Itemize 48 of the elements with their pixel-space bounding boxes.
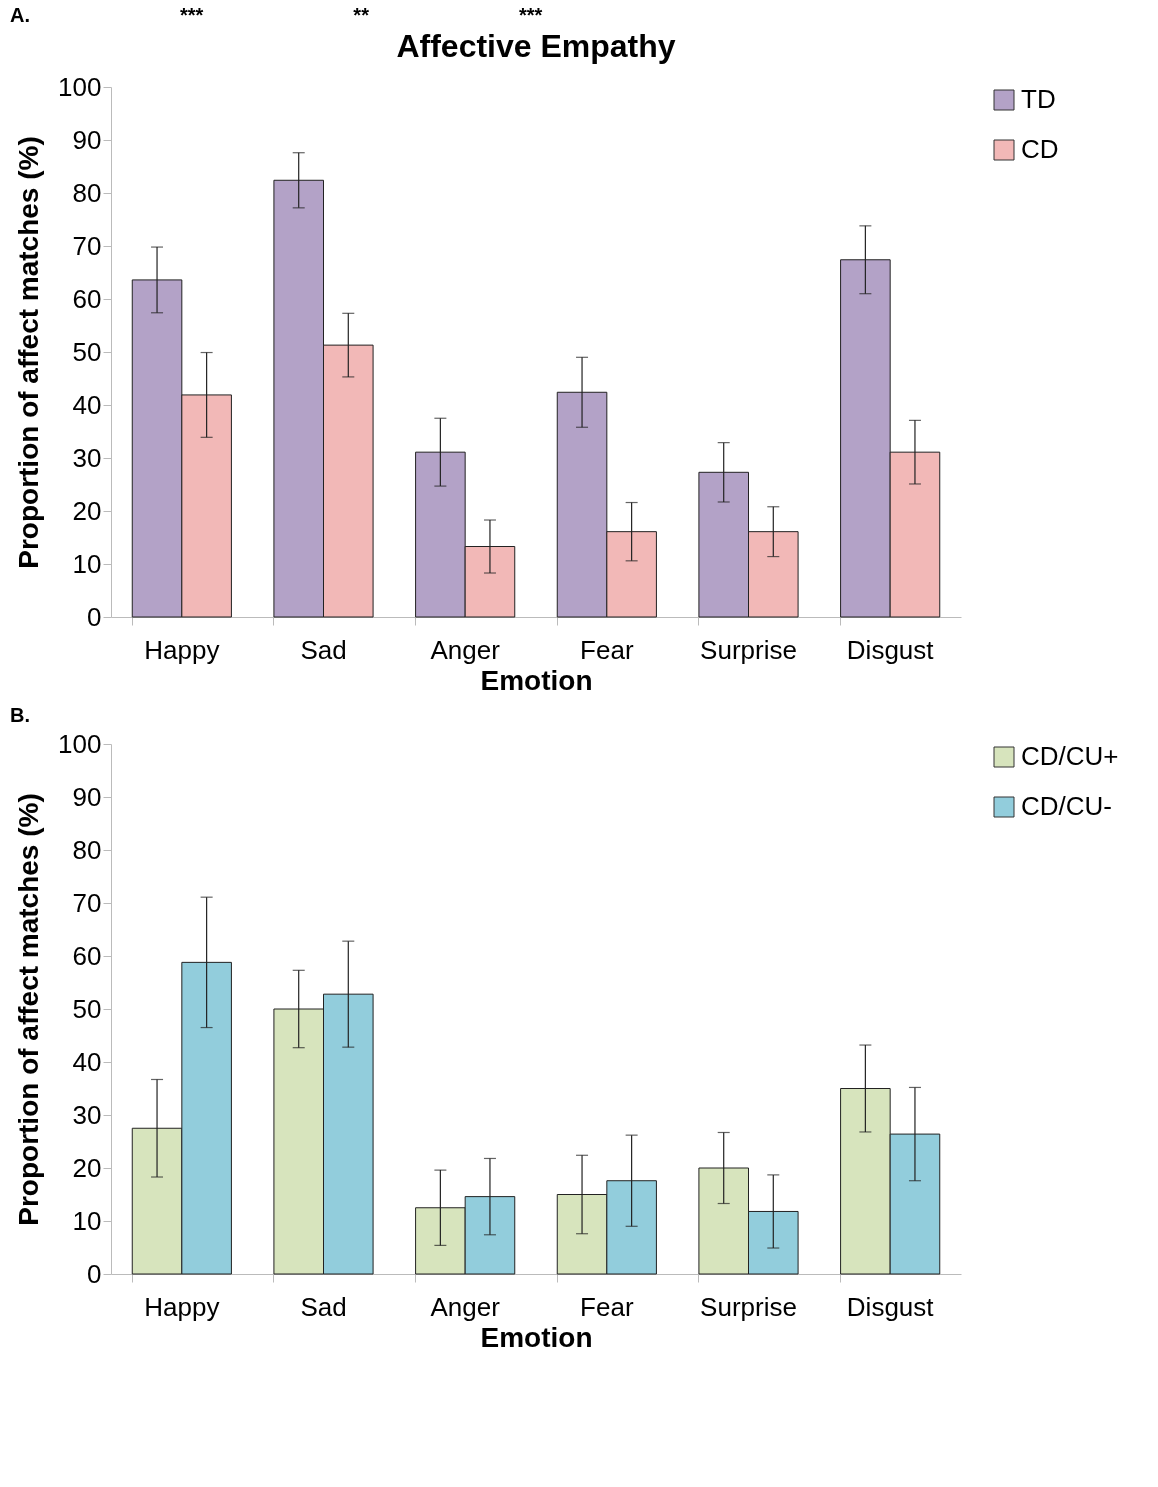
y-tick-label: 0 — [87, 601, 102, 632]
x-tick-label: Surprise — [700, 634, 797, 665]
legend-label: CD/CU- — [1021, 791, 1112, 821]
y-tick-label: 40 — [72, 389, 102, 420]
y-tick-label: 90 — [72, 781, 102, 812]
y-tick-label: 10 — [72, 1205, 102, 1236]
y-tick-label: 50 — [72, 336, 102, 367]
x-tick-label: Surprise — [700, 1291, 797, 1322]
x-axis-title: Emotion — [480, 1321, 593, 1353]
y-axis-title: Proportion of affect matches (%) — [13, 136, 45, 569]
y-tick-label: 70 — [72, 887, 102, 918]
x-tick-label: Fear — [580, 634, 634, 665]
legend-label: CD/CU+ — [1021, 741, 1119, 771]
y-tick-label: 60 — [72, 283, 102, 314]
y-tick-label: 20 — [72, 1152, 102, 1183]
legend-label: TD — [1021, 84, 1056, 114]
x-tick-label: Disgust — [846, 1291, 935, 1322]
y-tick-label: 20 — [72, 495, 102, 526]
x-tick-label: Disgust — [846, 634, 935, 665]
y-tick-label: 30 — [72, 1099, 102, 1130]
x-tick-label: Anger — [430, 634, 501, 665]
text: *** — [518, 4, 543, 27]
x-tick-label: Sad — [300, 634, 347, 665]
y-tick-label: 80 — [72, 834, 102, 865]
y-tick-label: 100 — [58, 71, 102, 102]
y-tick-label: 10 — [72, 548, 102, 579]
chart-title: Affective Empathy — [396, 28, 676, 64]
y-tick-label: 70 — [72, 230, 102, 261]
y-tick-label: 60 — [72, 940, 102, 971]
x-axis-title: Emotion — [480, 664, 593, 696]
y-tick-label: 100 — [58, 728, 102, 759]
y-tick-label: 90 — [72, 124, 102, 155]
x-tick-label: Sad — [300, 1291, 347, 1322]
y-tick-label: 40 — [72, 1046, 102, 1077]
text: B. — [10, 704, 30, 727]
text: *** — [180, 4, 204, 27]
y-tick-label: 80 — [72, 177, 102, 208]
x-tick-label: Happy — [144, 634, 220, 665]
y-axis-title: Proportion of affect matches (%) — [13, 793, 45, 1226]
y-tick-label: 50 — [72, 993, 102, 1024]
y-tick-label: 30 — [72, 442, 102, 473]
text: A. — [10, 4, 30, 27]
y-tick-label: 0 — [87, 1258, 102, 1289]
legend-label: CD — [1021, 134, 1059, 164]
x-tick-label: Fear — [580, 1291, 634, 1322]
x-tick-label: Happy — [144, 1291, 220, 1322]
x-tick-label: Anger — [430, 1291, 501, 1322]
text: ** — [353, 4, 369, 27]
